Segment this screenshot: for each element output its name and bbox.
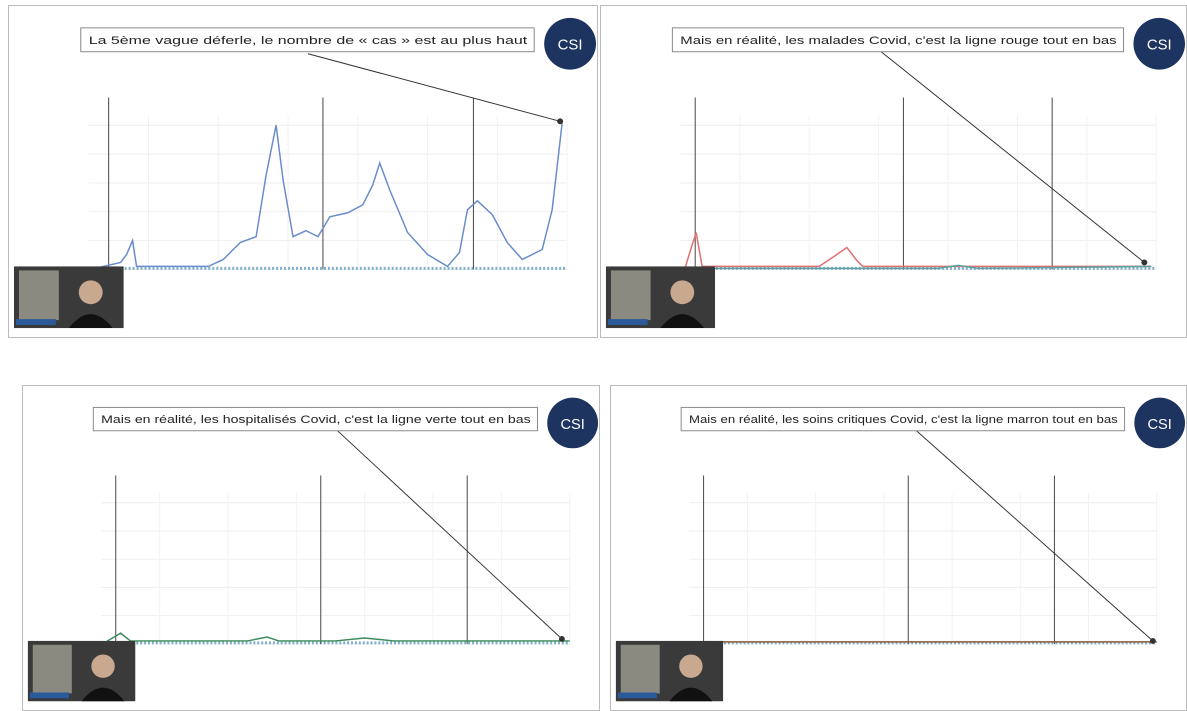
webcam-body — [669, 687, 713, 702]
webcam-name — [617, 692, 657, 699]
webcam-bg — [610, 270, 651, 321]
slide: Mais en réalité, les soins critiques Cov… — [610, 385, 1187, 711]
logo-text: CSI — [1148, 417, 1172, 433]
webcam-name — [607, 319, 648, 326]
arrow-head — [557, 118, 564, 125]
logo — [1134, 397, 1186, 449]
caption-box — [92, 406, 538, 432]
caption: La 5ème vague déferle, le nombre de « ca… — [89, 35, 529, 47]
curve — [685, 264, 1152, 270]
logo — [547, 397, 599, 449]
webcam-bg — [620, 644, 660, 694]
logo-text: CSI — [560, 417, 584, 433]
slide: La 5ème vague déferle, le nombre de « ca… — [8, 5, 598, 338]
caption: Mais en réalité, les hospitalisés Covid,… — [101, 414, 531, 426]
slide-canvas: Mais en réalité, les soins critiques Cov… — [615, 397, 1186, 702]
webcam-face — [679, 654, 703, 678]
webcam-name — [15, 319, 56, 326]
caption: Mais en réalité, les malades Covid, c'es… — [680, 35, 1117, 47]
arrow-head — [1149, 638, 1156, 644]
caption-box — [671, 27, 1125, 53]
arrow — [307, 53, 561, 122]
webcam-bg — [18, 270, 59, 321]
curve — [105, 632, 570, 643]
slide-canvas: La 5ème vague déferle, le nombre de « ca… — [13, 17, 597, 329]
arrow — [903, 418, 1154, 642]
logo-text: CSI — [558, 37, 583, 54]
curve — [684, 232, 1152, 268]
arrow-head — [558, 636, 565, 642]
arrow — [320, 414, 563, 640]
caption-box — [680, 406, 1126, 432]
caption: Mais en réalité, les soins critiques Cov… — [689, 414, 1118, 426]
slide: Mais en réalité, les malades Covid, c'es… — [600, 5, 1187, 338]
logo — [544, 17, 597, 70]
slide: Mais en réalité, les hospitalisés Covid,… — [22, 385, 600, 711]
webcam-body — [68, 314, 113, 329]
webcam-body — [660, 314, 705, 329]
slide-canvas: Mais en réalité, les hospitalisés Covid,… — [27, 397, 599, 702]
logo-text: CSI — [1147, 38, 1172, 54]
webcam-body — [81, 687, 125, 702]
caption-box — [80, 27, 535, 53]
curve — [98, 123, 563, 269]
arrow — [878, 49, 1145, 263]
arrow-head — [1141, 259, 1148, 266]
webcam-face — [91, 654, 115, 678]
webcam-face — [670, 280, 695, 305]
webcam-name — [29, 692, 69, 699]
webcam-face — [78, 280, 103, 305]
webcam-bg — [32, 644, 72, 694]
slide-canvas: Mais en réalité, les malades Covid, c'es… — [605, 17, 1186, 329]
logo — [1133, 17, 1186, 70]
